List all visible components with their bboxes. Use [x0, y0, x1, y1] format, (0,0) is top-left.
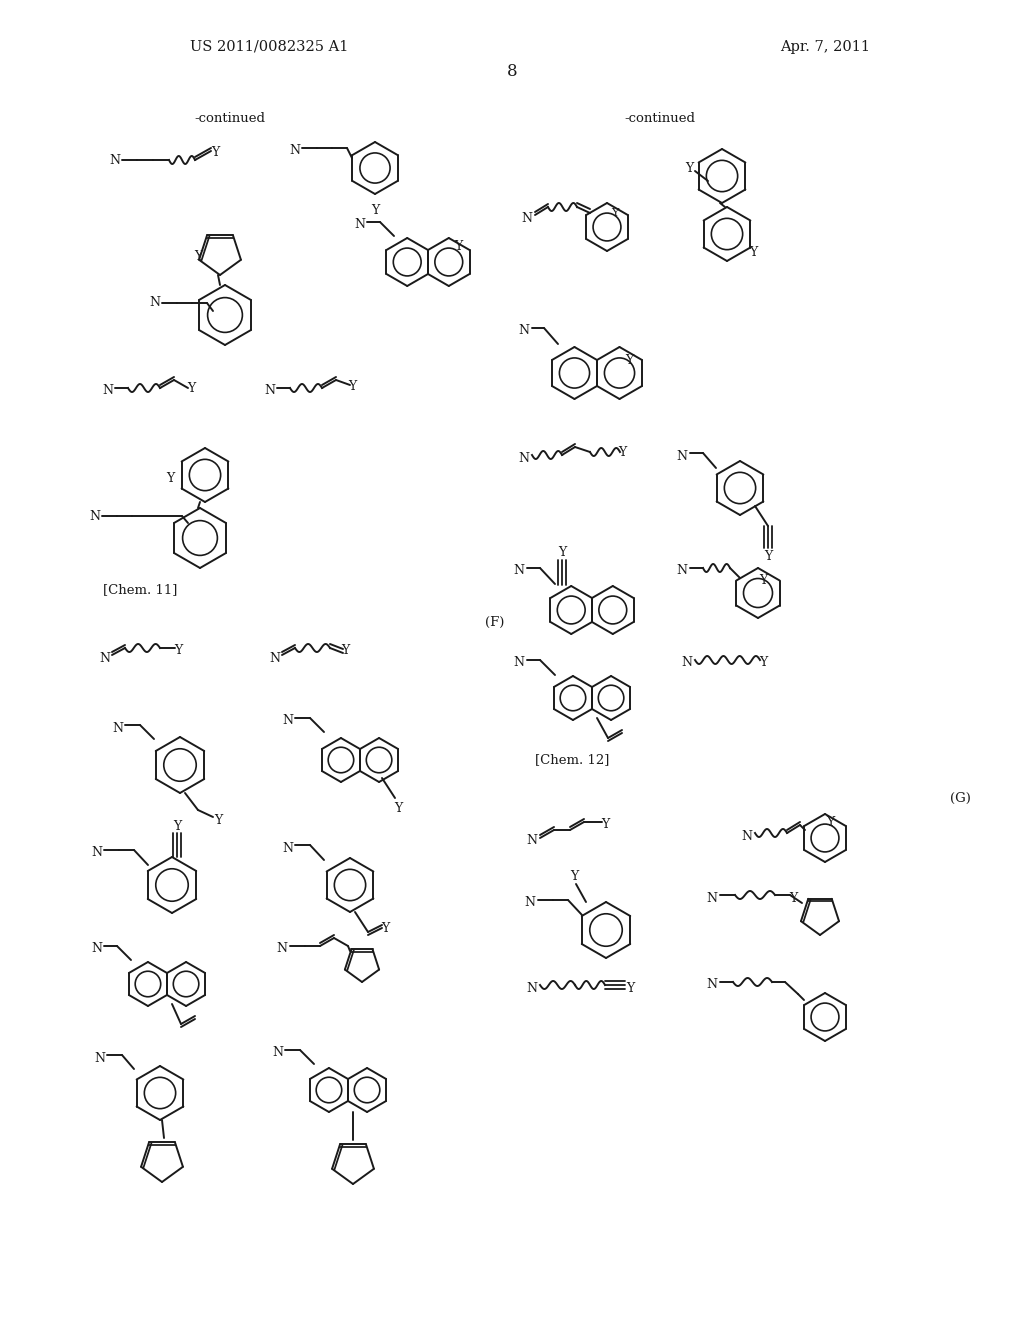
- Text: Y: Y: [685, 161, 693, 174]
- Text: N: N: [677, 565, 687, 578]
- Text: N: N: [99, 652, 111, 664]
- Text: N: N: [290, 144, 300, 157]
- Text: Y: Y: [826, 817, 835, 829]
- Text: N: N: [526, 982, 538, 994]
- Text: N: N: [518, 451, 529, 465]
- Text: N: N: [677, 450, 687, 462]
- Text: Y: Y: [371, 203, 379, 216]
- Text: -continued: -continued: [195, 111, 265, 124]
- Text: N: N: [513, 565, 524, 578]
- Text: (F): (F): [485, 615, 505, 628]
- Text: Y: Y: [214, 813, 222, 826]
- Text: N: N: [521, 211, 532, 224]
- Text: 8: 8: [507, 63, 517, 81]
- Text: Y: Y: [626, 982, 634, 994]
- Text: N: N: [283, 842, 294, 854]
- Text: N: N: [354, 219, 366, 231]
- Text: N: N: [524, 896, 536, 909]
- Text: [Chem. 11]: [Chem. 11]: [103, 583, 177, 597]
- Text: Y: Y: [759, 656, 767, 669]
- Text: Y: Y: [454, 240, 462, 253]
- Text: N: N: [102, 384, 114, 397]
- Text: Y: Y: [348, 380, 356, 392]
- Text: N: N: [513, 656, 524, 669]
- Text: N: N: [110, 153, 121, 166]
- Text: N: N: [113, 722, 124, 734]
- Text: N: N: [741, 829, 753, 842]
- Text: Y: Y: [174, 644, 182, 656]
- Text: Y: Y: [570, 870, 579, 883]
- Text: [Chem. 12]: [Chem. 12]: [535, 754, 609, 767]
- Text: Y: Y: [601, 817, 609, 830]
- Text: US 2011/0082325 A1: US 2011/0082325 A1: [190, 40, 348, 54]
- Text: N: N: [682, 656, 692, 669]
- Text: Y: Y: [186, 381, 196, 395]
- Text: N: N: [264, 384, 275, 397]
- Text: Y: Y: [625, 355, 633, 367]
- Text: N: N: [272, 1047, 284, 1060]
- Text: Y: Y: [759, 574, 767, 587]
- Text: N: N: [150, 297, 161, 309]
- Text: (G): (G): [950, 792, 971, 804]
- Text: N: N: [276, 942, 288, 956]
- Text: N: N: [91, 846, 102, 859]
- Text: Y: Y: [764, 549, 772, 562]
- Text: N: N: [283, 714, 294, 727]
- Text: Apr. 7, 2011: Apr. 7, 2011: [780, 40, 870, 54]
- Text: Y: Y: [194, 249, 202, 263]
- Text: N: N: [91, 942, 102, 956]
- Text: N: N: [518, 325, 529, 338]
- Text: Y: Y: [788, 891, 797, 904]
- Text: -continued: -continued: [625, 111, 695, 124]
- Text: Y: Y: [617, 446, 626, 459]
- Text: N: N: [526, 834, 538, 847]
- Text: Y: Y: [749, 246, 758, 259]
- Text: Y: Y: [211, 145, 219, 158]
- Text: Y: Y: [611, 209, 618, 218]
- Text: N: N: [269, 652, 281, 664]
- Text: Y: Y: [394, 801, 402, 814]
- Text: N: N: [89, 510, 100, 523]
- Text: Y: Y: [558, 545, 566, 558]
- Text: Y: Y: [341, 644, 349, 656]
- Text: Y: Y: [173, 821, 181, 833]
- Text: N: N: [94, 1052, 105, 1064]
- Text: N: N: [707, 891, 718, 904]
- Text: N: N: [707, 978, 718, 991]
- Text: Y: Y: [166, 471, 174, 484]
- Text: Y: Y: [381, 921, 389, 935]
